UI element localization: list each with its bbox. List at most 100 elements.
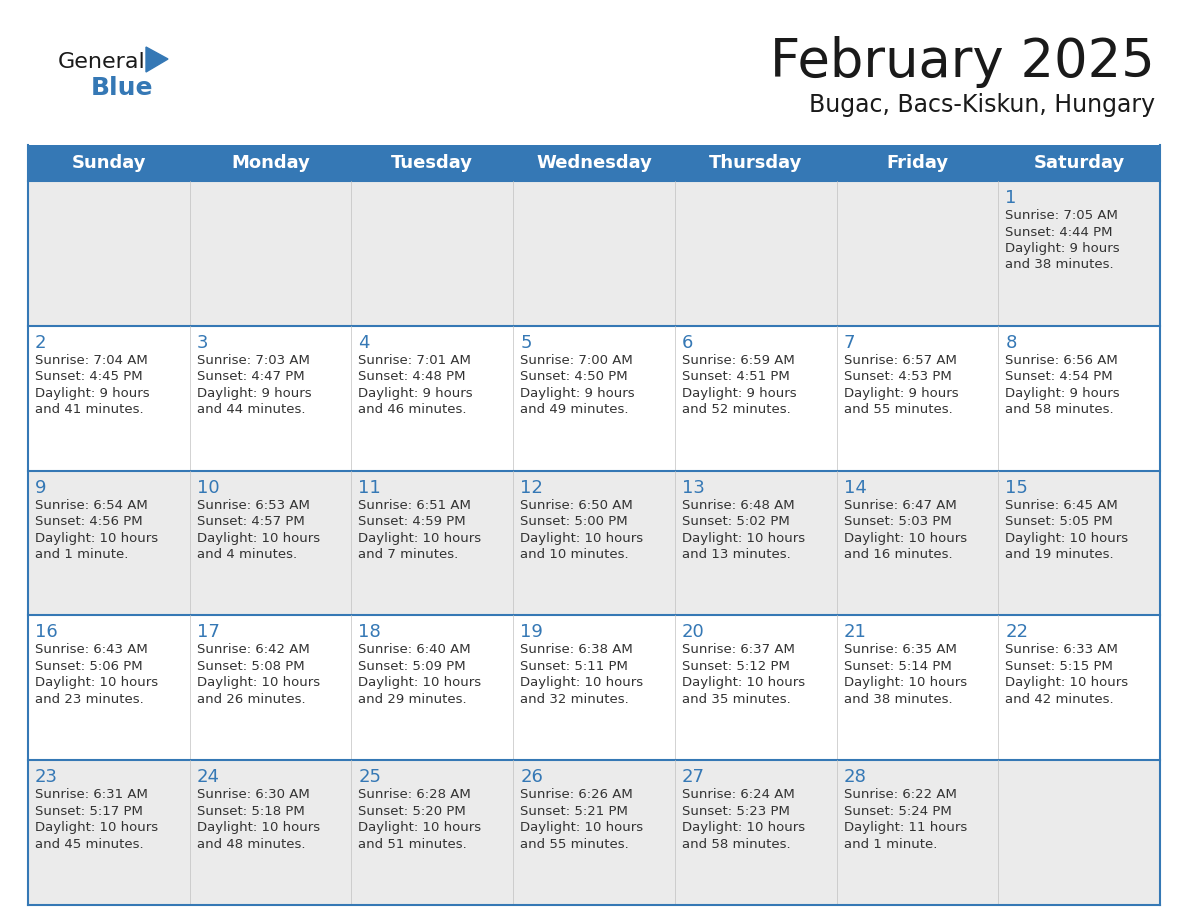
Text: 16: 16 [34,623,58,642]
Text: Daylight: 10 hours: Daylight: 10 hours [359,822,481,834]
Text: Sunrise: 6:38 AM: Sunrise: 6:38 AM [520,644,633,656]
Text: Daylight: 10 hours: Daylight: 10 hours [34,532,158,544]
Text: Sunset: 4:51 PM: Sunset: 4:51 PM [682,370,790,384]
Text: and 52 minutes.: and 52 minutes. [682,403,790,416]
Text: Saturday: Saturday [1034,154,1125,172]
Text: 27: 27 [682,768,704,786]
Text: Sunset: 4:56 PM: Sunset: 4:56 PM [34,515,143,528]
Text: Sunset: 5:08 PM: Sunset: 5:08 PM [197,660,304,673]
Text: Sunrise: 6:53 AM: Sunrise: 6:53 AM [197,498,310,511]
Text: and 51 minutes.: and 51 minutes. [359,838,467,851]
Text: Sunset: 4:48 PM: Sunset: 4:48 PM [359,370,466,384]
Text: Sunrise: 6:57 AM: Sunrise: 6:57 AM [843,353,956,367]
Text: Daylight: 10 hours: Daylight: 10 hours [520,822,643,834]
Text: Sunrise: 6:22 AM: Sunrise: 6:22 AM [843,789,956,801]
Text: Daylight: 9 hours: Daylight: 9 hours [520,386,634,400]
Text: Daylight: 10 hours: Daylight: 10 hours [520,677,643,689]
Text: Daylight: 10 hours: Daylight: 10 hours [34,822,158,834]
Text: and 26 minutes.: and 26 minutes. [197,693,305,706]
Text: Tuesday: Tuesday [391,154,473,172]
Text: 23: 23 [34,768,58,786]
Text: Sunrise: 6:24 AM: Sunrise: 6:24 AM [682,789,795,801]
Text: Sunrise: 6:47 AM: Sunrise: 6:47 AM [843,498,956,511]
Text: 28: 28 [843,768,866,786]
Text: Daylight: 10 hours: Daylight: 10 hours [197,822,320,834]
Text: 12: 12 [520,478,543,497]
Text: Sunrise: 7:05 AM: Sunrise: 7:05 AM [1005,209,1118,222]
Text: 25: 25 [359,768,381,786]
Text: Sunrise: 6:40 AM: Sunrise: 6:40 AM [359,644,472,656]
Text: Daylight: 10 hours: Daylight: 10 hours [197,532,320,544]
Text: Sunset: 5:05 PM: Sunset: 5:05 PM [1005,515,1113,528]
Text: Sunrise: 7:00 AM: Sunrise: 7:00 AM [520,353,633,367]
Text: Sunset: 5:00 PM: Sunset: 5:00 PM [520,515,627,528]
Text: 26: 26 [520,768,543,786]
Text: Sunset: 5:02 PM: Sunset: 5:02 PM [682,515,790,528]
Text: and 1 minute.: and 1 minute. [34,548,128,561]
Text: Thursday: Thursday [709,154,802,172]
Text: Daylight: 10 hours: Daylight: 10 hours [359,532,481,544]
Text: 5: 5 [520,334,532,352]
Text: 21: 21 [843,623,866,642]
Text: Daylight: 10 hours: Daylight: 10 hours [843,532,967,544]
Text: 1: 1 [1005,189,1017,207]
Text: Sunset: 5:11 PM: Sunset: 5:11 PM [520,660,628,673]
Text: Sunrise: 6:33 AM: Sunrise: 6:33 AM [1005,644,1118,656]
Text: and 23 minutes.: and 23 minutes. [34,693,144,706]
Text: Sunrise: 6:30 AM: Sunrise: 6:30 AM [197,789,309,801]
Text: and 38 minutes.: and 38 minutes. [843,693,953,706]
Text: Daylight: 9 hours: Daylight: 9 hours [843,386,959,400]
Text: and 13 minutes.: and 13 minutes. [682,548,790,561]
Text: 9: 9 [34,478,46,497]
Text: 10: 10 [197,478,220,497]
Text: Sunset: 5:06 PM: Sunset: 5:06 PM [34,660,143,673]
Text: Sunset: 5:15 PM: Sunset: 5:15 PM [1005,660,1113,673]
Text: Sunset: 4:59 PM: Sunset: 4:59 PM [359,515,466,528]
Text: and 7 minutes.: and 7 minutes. [359,548,459,561]
Text: Sunrise: 6:59 AM: Sunrise: 6:59 AM [682,353,795,367]
Text: and 45 minutes.: and 45 minutes. [34,838,144,851]
Text: Sunday: Sunday [71,154,146,172]
Text: Daylight: 10 hours: Daylight: 10 hours [682,677,805,689]
Text: Friday: Friday [886,154,948,172]
Bar [29,181,1159,326]
Text: Sunset: 5:14 PM: Sunset: 5:14 PM [843,660,952,673]
Text: Wednesday: Wednesday [536,154,652,172]
Text: 22: 22 [1005,623,1029,642]
Text: Blue: Blue [91,76,153,100]
Text: Sunset: 4:57 PM: Sunset: 4:57 PM [197,515,304,528]
Text: Daylight: 9 hours: Daylight: 9 hours [359,386,473,400]
Text: 18: 18 [359,623,381,642]
Text: 24: 24 [197,768,220,786]
Text: Sunrise: 7:03 AM: Sunrise: 7:03 AM [197,353,310,367]
Text: Sunrise: 6:48 AM: Sunrise: 6:48 AM [682,498,795,511]
Text: Daylight: 10 hours: Daylight: 10 hours [359,677,481,689]
Text: Sunrise: 6:37 AM: Sunrise: 6:37 AM [682,644,795,656]
Bar [29,326,1159,471]
Text: 3: 3 [197,334,208,352]
Text: and 49 minutes.: and 49 minutes. [520,403,628,416]
Text: Sunrise: 7:01 AM: Sunrise: 7:01 AM [359,353,472,367]
Text: 19: 19 [520,623,543,642]
Text: 6: 6 [682,334,694,352]
Text: and 55 minutes.: and 55 minutes. [520,838,628,851]
Text: Sunset: 5:21 PM: Sunset: 5:21 PM [520,805,628,818]
Text: and 1 minute.: and 1 minute. [843,838,937,851]
Text: Sunset: 5:23 PM: Sunset: 5:23 PM [682,805,790,818]
Text: and 42 minutes.: and 42 minutes. [1005,693,1114,706]
Bar [29,615,1159,760]
Text: and 38 minutes.: and 38 minutes. [1005,259,1114,272]
Text: and 58 minutes.: and 58 minutes. [1005,403,1114,416]
Text: Daylight: 9 hours: Daylight: 9 hours [34,386,150,400]
Text: Sunset: 5:09 PM: Sunset: 5:09 PM [359,660,466,673]
Text: Sunset: 4:44 PM: Sunset: 4:44 PM [1005,226,1113,239]
Text: and 44 minutes.: and 44 minutes. [197,403,305,416]
Text: 17: 17 [197,623,220,642]
Text: and 19 minutes.: and 19 minutes. [1005,548,1114,561]
Text: and 10 minutes.: and 10 minutes. [520,548,628,561]
Text: 2: 2 [34,334,46,352]
Text: Sunset: 4:50 PM: Sunset: 4:50 PM [520,370,627,384]
Text: Daylight: 10 hours: Daylight: 10 hours [843,677,967,689]
Text: Sunrise: 6:54 AM: Sunrise: 6:54 AM [34,498,147,511]
Text: Sunrise: 7:04 AM: Sunrise: 7:04 AM [34,353,147,367]
